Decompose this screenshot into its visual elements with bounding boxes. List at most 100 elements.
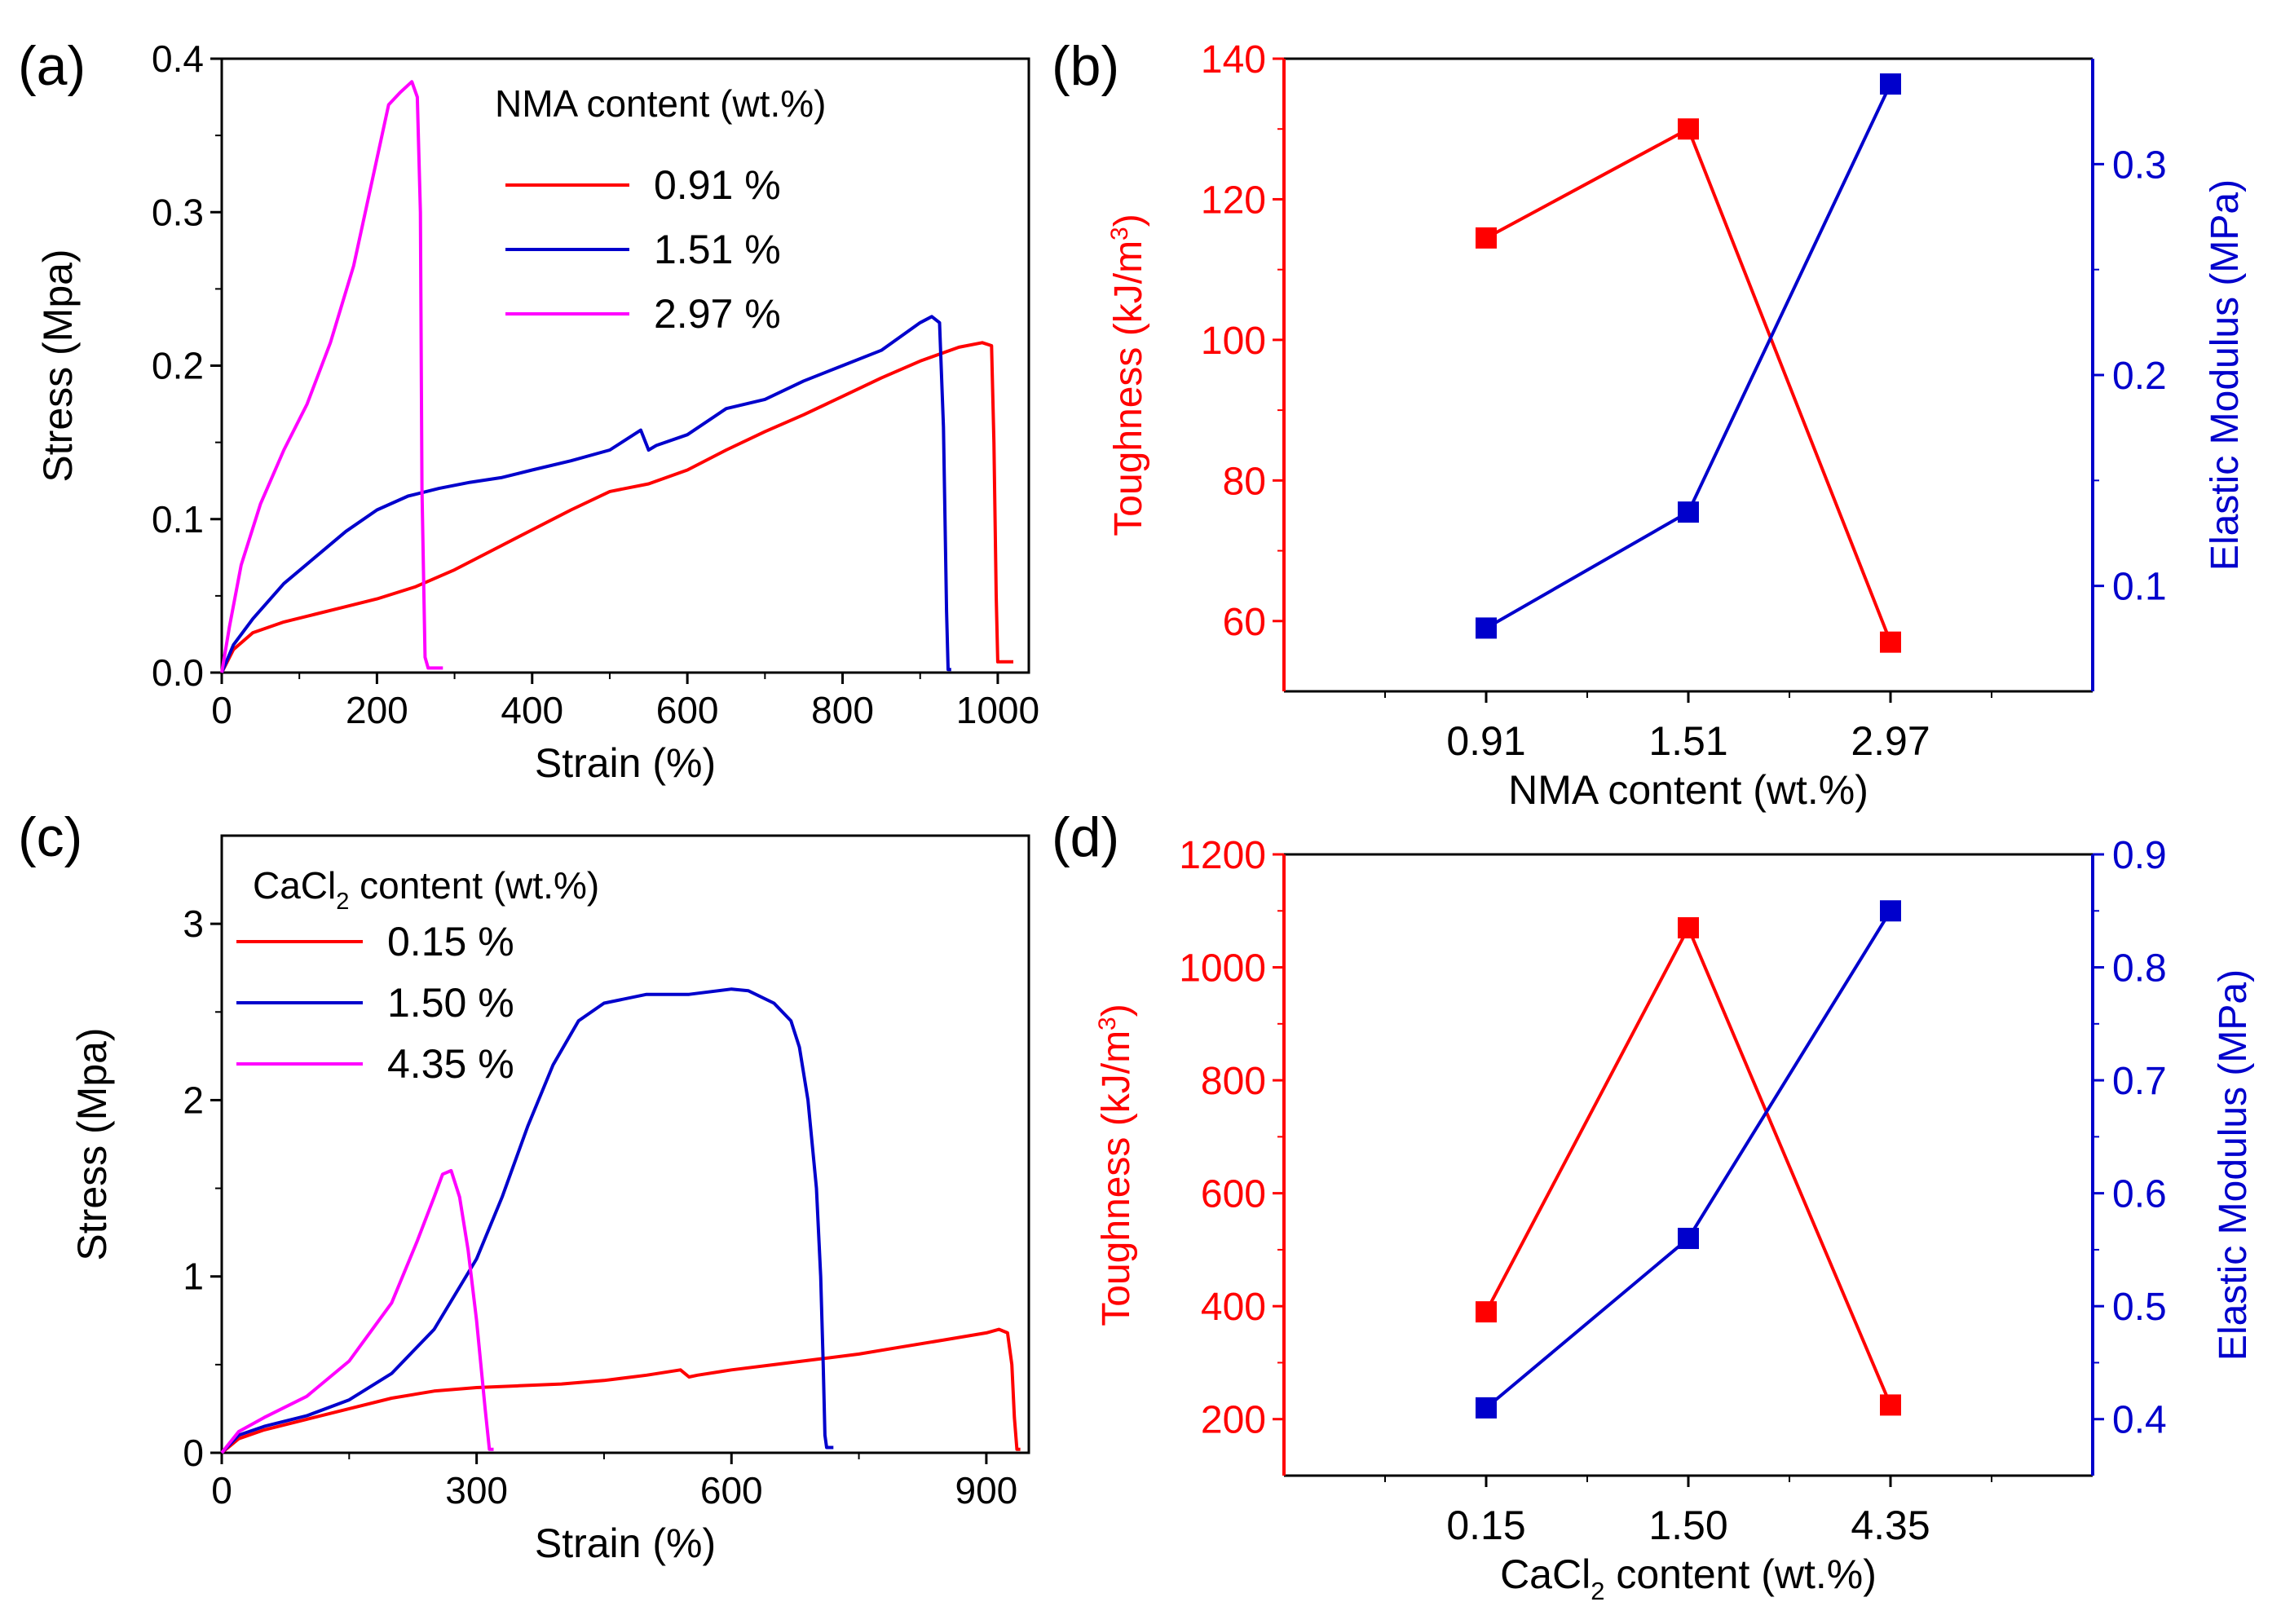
y1-tick-label: 1000	[1179, 947, 1266, 991]
y1-axis-label: Toughness (kJ/m3)	[1094, 1004, 1138, 1326]
y-axis-label: Stress (Mpa)	[35, 249, 81, 482]
x-tick-label: 0	[211, 1469, 232, 1511]
x-axis-label: Strain (%)	[535, 1520, 716, 1566]
y2-tick-label: 0.5	[2112, 1286, 2167, 1329]
y2-tick-label: 0.6	[2112, 1173, 2167, 1216]
x-tick-label: 900	[955, 1469, 1018, 1511]
y-tick-label: 1	[183, 1256, 204, 1298]
panel-label: (c)	[18, 806, 82, 868]
series-line-150	[220, 987, 834, 1454]
data-point-marker	[1476, 227, 1497, 249]
x-tick-label: 300	[445, 1469, 508, 1511]
x-tick-label: 0	[211, 689, 232, 731]
y1-tick-label: 200	[1201, 1399, 1266, 1442]
y2-tick-label: 0.2	[2112, 355, 2167, 398]
series-line-015	[220, 1327, 1021, 1454]
panel-b: 0.91 1.51 2.97 60 80 100 120 140 0.1 0.2 0.3 NMA co…	[1052, 35, 2247, 813]
x-category-label: 2.97	[1851, 718, 1930, 764]
panel-d: 0.15 1.50 4.35 200 400 600 800 1000 1200 0.4 0.5 0.…	[1052, 806, 2255, 1605]
data-point-marker	[1678, 501, 1699, 523]
panel-label: (b)	[1052, 35, 1119, 97]
x-category-label: 1.50	[1648, 1503, 1727, 1548]
y-tick-label: 0.4	[152, 38, 204, 80]
x-axis-label: NMA content (wt.%)	[1508, 767, 1868, 813]
y-tick-label: 0.3	[152, 191, 204, 233]
y1-axis-label-part: Toughness (kJ/m	[1107, 241, 1150, 536]
y1-axis-label-part: 3	[1106, 227, 1133, 241]
y1-tick-label: 400	[1201, 1286, 1266, 1329]
legend-label: 1.50 %	[387, 980, 514, 1026]
data-point-marker	[1880, 631, 1901, 653]
x-category-label: 0.15	[1446, 1503, 1525, 1548]
panel-a: 0 200 400 600 800 1000 0.0 0.1 0.2 0.3 0.4 Strain (…	[18, 35, 1039, 786]
y1-axis-label: Toughness (kJ/m3)	[1106, 214, 1150, 536]
y2-axis-label: Elastic Modulus (MPa)	[2204, 179, 2247, 571]
y2-tick-label: 0.8	[2112, 947, 2167, 991]
x-axis-label: CaCl2 content (wt.%)	[1500, 1551, 1877, 1605]
x-category-label: 0.91	[1446, 718, 1525, 764]
y1-axis-label-part: )	[1107, 214, 1150, 227]
data-point-marker	[1678, 118, 1699, 140]
legend-title-part: content (wt.%)	[349, 864, 599, 907]
data-point-marker	[1476, 1397, 1497, 1419]
data-point-marker	[1880, 900, 1901, 922]
legend-label: 4.35 %	[387, 1041, 514, 1087]
x-category-label: 4.35	[1851, 1503, 1930, 1548]
y2-tick-label: 0.7	[2112, 1060, 2167, 1103]
legend-label: 0.15 %	[387, 919, 514, 964]
panel-label: (d)	[1052, 806, 1119, 868]
y1-axis-label-part: )	[1095, 1004, 1138, 1017]
y2-tick-label: 0.9	[2112, 834, 2167, 877]
legend-label: 0.91 %	[654, 162, 781, 208]
series-line-297	[220, 80, 443, 673]
legend-label: 1.51 %	[654, 227, 781, 272]
y1-tick-label: 60	[1223, 601, 1266, 644]
y-tick-label: 0.0	[152, 651, 204, 694]
series-line-toughness	[1485, 924, 1892, 1406]
y-tick-label: 0.1	[152, 498, 204, 541]
panel-c: 0 300 600 900 0 1 2 3 Strain (%) Stress (Mpa) (c) C…	[18, 806, 1030, 1566]
y2-tick-label: 0.3	[2112, 143, 2167, 187]
y-tick-label: 3	[183, 902, 204, 945]
x-axis-label-part: 2	[1591, 1577, 1604, 1605]
x-axis-label: Strain (%)	[535, 740, 716, 786]
series-line-091	[220, 341, 1013, 673]
x-tick-label: 800	[811, 689, 874, 731]
data-point-marker	[1880, 73, 1901, 95]
data-point-marker	[1476, 1301, 1497, 1323]
y2-tick-label: 0.4	[2112, 1399, 2167, 1442]
panel-label: (a)	[18, 35, 86, 97]
data-point-marker	[1678, 917, 1699, 939]
y1-tick-label: 100	[1201, 320, 1266, 363]
legend-title-part: CaCl	[253, 864, 336, 907]
x-tick-label: 600	[700, 1469, 763, 1511]
series-line-toughness	[1485, 126, 1892, 643]
x-tick-label: 400	[501, 689, 563, 731]
plot-frame	[220, 834, 1030, 1454]
series-line-elastic-modulus	[1485, 910, 1892, 1410]
x-category-label: 1.51	[1648, 718, 1727, 764]
data-point-marker	[1880, 1394, 1901, 1416]
legend-title: CaCl2 content (wt.%)	[253, 864, 599, 915]
y1-tick-label: 1200	[1179, 834, 1266, 877]
y1-axis-label-part: Toughness (kJ/m	[1095, 1030, 1138, 1326]
x-axis-label-part: content (wt.%)	[1604, 1551, 1876, 1597]
y-tick-label: 0.2	[152, 345, 204, 387]
data-point-marker	[1678, 1228, 1699, 1250]
x-tick-label: 200	[346, 689, 408, 731]
y2-axis-label: Elastic Modulus (MPa)	[2212, 969, 2255, 1361]
y1-tick-label: 800	[1201, 1060, 1266, 1103]
y1-axis-label-part: 3	[1094, 1017, 1121, 1030]
series-line-elastic-modulus	[1485, 83, 1892, 630]
y1-tick-label: 600	[1201, 1173, 1266, 1216]
y1-tick-label: 140	[1201, 38, 1266, 82]
legend-title-part: 2	[336, 889, 349, 915]
y1-tick-label: 80	[1223, 460, 1266, 503]
x-tick-label: 600	[656, 689, 719, 731]
legend-label: 2.97 %	[654, 291, 781, 337]
y1-tick-label: 120	[1201, 179, 1266, 222]
x-axis-label-part: CaCl	[1500, 1551, 1591, 1597]
y-axis-label: Stress (Mpa)	[69, 1027, 115, 1260]
series-line-151	[220, 315, 951, 673]
legend-title: NMA content (wt.%)	[495, 82, 826, 125]
